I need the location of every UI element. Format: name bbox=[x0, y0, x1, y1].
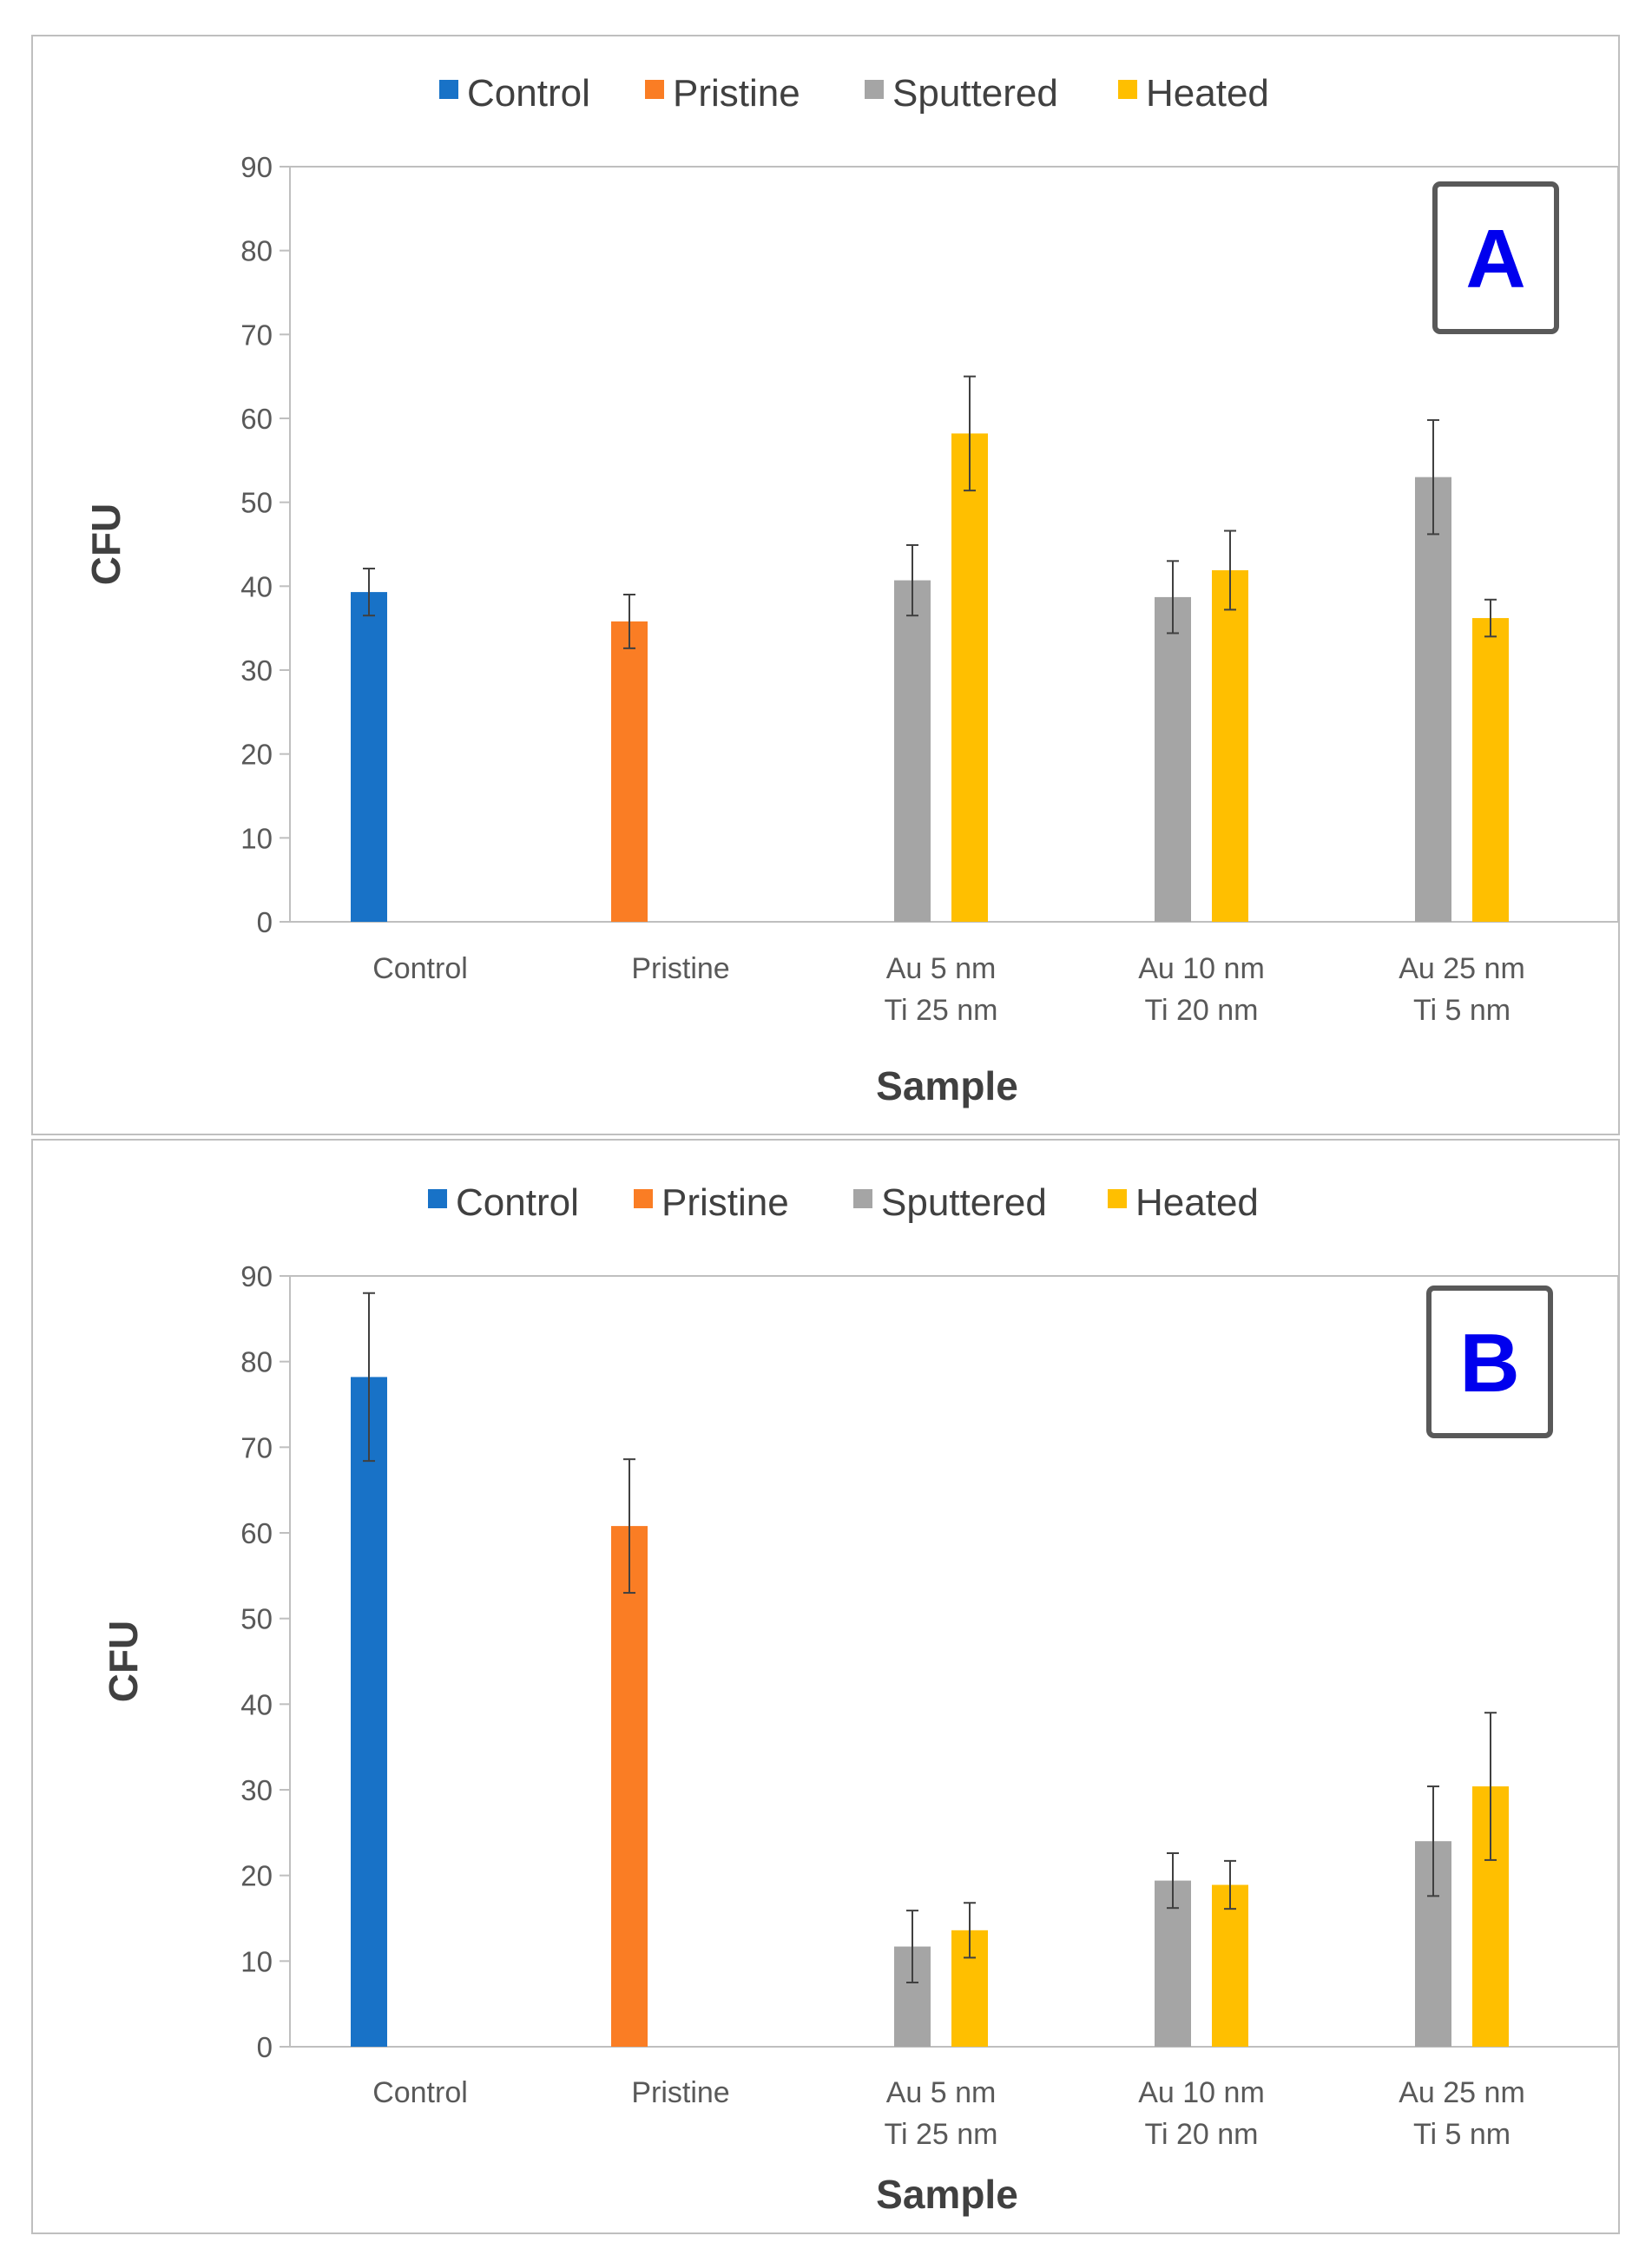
y-tick-label-b: 10 bbox=[240, 1945, 273, 1977]
chart-panel-a: 0 10 20 30 40 50 60 70 80 90 CFU Sample Control Prist… bbox=[31, 35, 1620, 1135]
y-axis-title-b: CFU bbox=[101, 1621, 146, 1703]
category-label-b: Ti 25 nm bbox=[884, 2118, 997, 2151]
bar-a-heated-4 bbox=[1472, 618, 1509, 922]
legend-label-a-control: Control bbox=[467, 72, 590, 115]
y-tick-label-b: 60 bbox=[240, 1517, 273, 1549]
legend-label-b-control: Control bbox=[456, 1181, 579, 1224]
bar-a-sputtered-4 bbox=[1415, 477, 1451, 922]
y-tick-label-b: 40 bbox=[240, 1688, 273, 1720]
y-tick-label-b: 0 bbox=[257, 2031, 273, 2063]
y-tick-label-a: 20 bbox=[240, 739, 273, 771]
category-label-a: Ti 5 nm bbox=[1413, 994, 1510, 1027]
bar-a-pristine-1 bbox=[611, 621, 648, 922]
chart-b-svg: 0 10 20 30 40 50 60 70 80 90 CFU Sample Control Prist… bbox=[101, 1181, 1619, 2217]
legend-label-b-sputtered: Sputtered bbox=[881, 1181, 1047, 1224]
chart-a-svg: 0 10 20 30 40 50 60 70 80 90 CFU Sample Control Prist… bbox=[83, 72, 1619, 1108]
bar-b-pristine-1 bbox=[611, 1526, 648, 2047]
panel-label-box-a bbox=[1432, 181, 1559, 334]
panel-label-a: A bbox=[1465, 213, 1525, 306]
x-axis-title-a: Sample bbox=[876, 1063, 1018, 1108]
legend-label-a-pristine: Pristine bbox=[673, 72, 800, 115]
legend-swatch-a-control bbox=[439, 80, 458, 99]
category-label-b: Pristine bbox=[631, 2076, 729, 2109]
category-label-a: Au 25 nm bbox=[1399, 952, 1525, 985]
category-label-a: Au 5 nm bbox=[886, 952, 997, 985]
y-axis-title-a: CFU bbox=[83, 503, 128, 586]
y-tick-label-b: 70 bbox=[240, 1431, 273, 1463]
legend-swatch-b-pristine bbox=[634, 1189, 653, 1208]
x-axis-title-b: Sample bbox=[876, 2172, 1018, 2217]
y-tick-label-a: 10 bbox=[240, 822, 273, 854]
legend-swatch-a-heated bbox=[1118, 80, 1137, 99]
y-tick-label-a: 90 bbox=[240, 151, 273, 183]
y-tick-label-a: 40 bbox=[240, 570, 273, 602]
category-label-a: Au 10 nm bbox=[1138, 952, 1265, 985]
legend-swatch-b-sputtered bbox=[853, 1189, 872, 1208]
y-tick-label-b: 30 bbox=[240, 1774, 273, 1806]
category-label-b: Control bbox=[372, 2076, 468, 2109]
category-label-a: Control bbox=[372, 952, 468, 985]
legend-label-b-pristine: Pristine bbox=[661, 1181, 789, 1224]
legend-swatch-b-heated bbox=[1108, 1189, 1127, 1208]
category-label-a: Pristine bbox=[631, 952, 729, 985]
bar-a-heated-3 bbox=[1212, 569, 1248, 922]
category-label-b: Au 25 nm bbox=[1399, 2076, 1525, 2109]
bar-a-sputtered-2 bbox=[894, 580, 931, 922]
legend-label-a-sputtered: Sputtered bbox=[892, 72, 1058, 115]
category-label-b: Au 10 nm bbox=[1138, 2076, 1265, 2109]
bar-b-heated-3 bbox=[1212, 1884, 1248, 2047]
legend-swatch-b-control bbox=[428, 1189, 447, 1208]
y-tick-label-a: 30 bbox=[240, 654, 273, 687]
panel-label-box-b bbox=[1426, 1286, 1553, 1438]
y-tick-label-b: 20 bbox=[240, 1860, 273, 1892]
legend-label-b-heated: Heated bbox=[1135, 1181, 1259, 1224]
legend-swatch-a-pristine bbox=[645, 80, 664, 99]
y-tick-label-a: 70 bbox=[240, 319, 273, 351]
category-label-b: Ti 5 nm bbox=[1413, 2118, 1510, 2151]
y-tick-label-a: 0 bbox=[257, 906, 273, 938]
category-label-a: Ti 25 nm bbox=[884, 994, 997, 1027]
y-tick-label-b: 90 bbox=[240, 1260, 273, 1292]
chart-panel-b: 0 10 20 30 40 50 60 70 80 90 CFU Sample Control Prist… bbox=[31, 1139, 1620, 2234]
category-label-b: Au 5 nm bbox=[886, 2076, 997, 2109]
bar-a-heated-2 bbox=[951, 433, 988, 922]
category-label-a: Ti 20 nm bbox=[1144, 994, 1258, 1027]
bar-a-sputtered-3 bbox=[1155, 596, 1191, 922]
bar-a-control-0 bbox=[351, 592, 387, 922]
y-tick-label-b: 50 bbox=[240, 1603, 273, 1635]
legend-swatch-a-sputtered bbox=[865, 80, 884, 99]
y-tick-label-b: 80 bbox=[240, 1346, 273, 1378]
y-tick-label-a: 60 bbox=[240, 403, 273, 435]
bar-b-control-0 bbox=[351, 1377, 387, 2047]
y-tick-label-a: 50 bbox=[240, 487, 273, 519]
panel-label-b: B bbox=[1459, 1317, 1519, 1410]
category-label-b: Ti 20 nm bbox=[1144, 2118, 1258, 2151]
legend-label-a-heated: Heated bbox=[1146, 72, 1269, 115]
y-tick-label-a: 80 bbox=[240, 235, 273, 267]
